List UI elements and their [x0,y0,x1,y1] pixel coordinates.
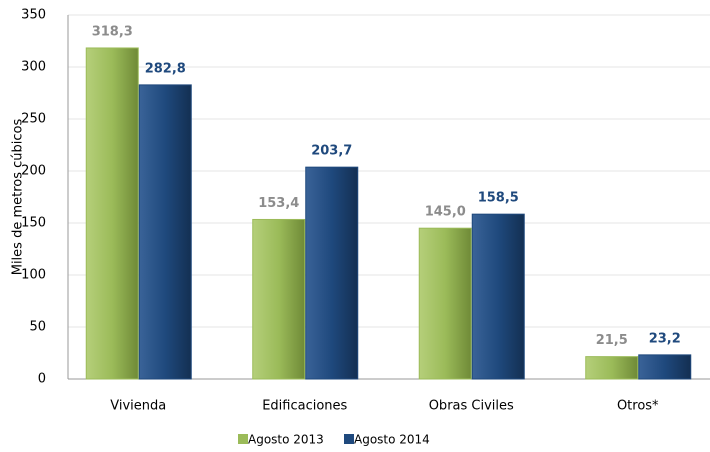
x-tick-label: Obras Civiles [429,399,514,414]
legend-label: Agosto 2013 [248,433,324,447]
bar [252,218,306,380]
y-tick-label: 150 [21,216,46,231]
bar [471,213,525,380]
legend-label: Agosto 2014 [354,433,430,447]
value-label: 21,5 [596,333,628,348]
y-tick-label: 250 [21,112,46,127]
legend-swatch [344,434,354,444]
bar [638,354,692,380]
y-tick-label: 350 [21,8,46,23]
value-label: 158,5 [478,191,519,206]
y-tick-label: 200 [21,164,46,179]
y-tick-label: 50 [29,320,46,335]
y-axis-label: Miles de metros cúbicos [11,119,26,276]
value-label: 318,3 [92,24,133,39]
y-tick-label: 300 [21,60,46,75]
legend-swatch [238,434,248,444]
bar [138,84,192,380]
bar [85,47,139,380]
value-label: 145,0 [425,205,466,220]
bar [418,227,472,380]
value-label: 203,7 [311,144,352,159]
bar [305,166,359,380]
x-tick-label: Edificaciones [262,399,347,414]
bar [585,356,639,380]
value-label: 282,8 [145,61,186,76]
y-tick-label: 0 [38,372,46,387]
y-tick-label: 100 [21,268,46,283]
x-tick-label: Vivienda [110,399,166,414]
value-label: 153,4 [258,196,299,211]
x-tick-label: Otros* [617,399,659,414]
value-label: 23,2 [649,331,681,346]
